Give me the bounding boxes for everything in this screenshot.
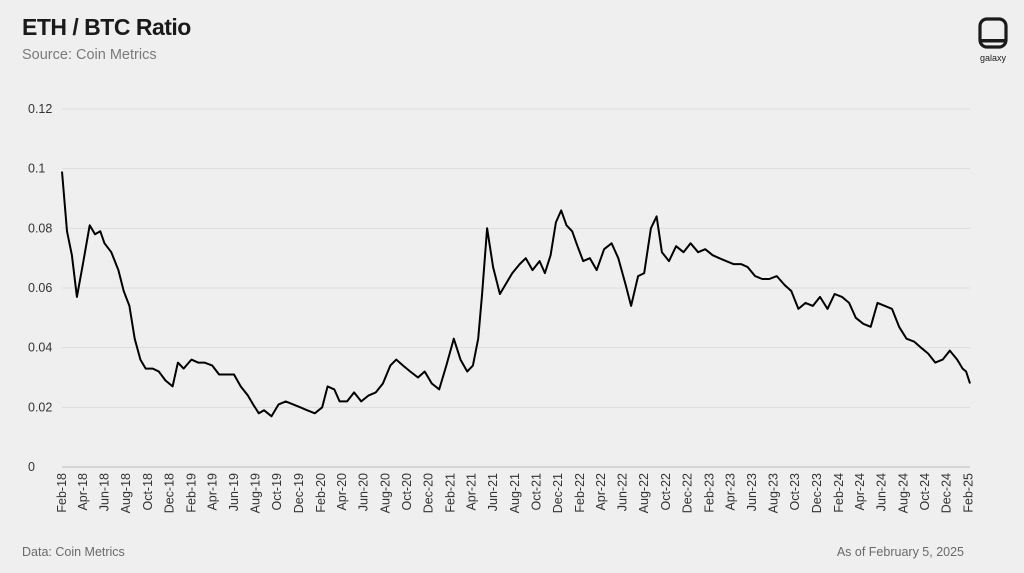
y-tick-label: 0.08: [28, 221, 52, 235]
x-tick-label: Jun-22: [616, 473, 630, 511]
logo-text: galaxy: [979, 53, 1006, 63]
x-tick-label: Dec-22: [680, 473, 694, 513]
chart-title: ETH / BTC Ratio: [22, 14, 191, 40]
x-tick-label: Dec-18: [162, 473, 176, 513]
x-tick-label: Dec-19: [292, 473, 306, 513]
x-tick-label: Aug-21: [508, 473, 522, 513]
x-tick-label: Feb-18: [55, 473, 69, 513]
x-tick-label: Feb-21: [444, 473, 458, 513]
galaxy-logo-icon: [978, 17, 1008, 49]
x-tick-label: Jun-20: [357, 473, 371, 511]
x-tick-label: Aug-24: [896, 473, 910, 513]
y-tick-label: 0.02: [28, 400, 52, 414]
x-tick-label: Apr-19: [205, 473, 219, 511]
galaxy-logo: galaxy: [974, 14, 1012, 66]
x-tick-label: Apr-20: [335, 473, 349, 511]
x-tick-label: Dec-23: [810, 473, 824, 513]
footer-data-source: Data: Coin Metrics: [22, 545, 125, 559]
series-line-eth-btc: [61, 171, 971, 418]
x-tick-label: Dec-24: [940, 473, 954, 513]
y-tick-label: 0.12: [28, 102, 52, 116]
x-tick-label: Apr-23: [723, 473, 737, 511]
x-tick-label: Oct-21: [529, 473, 543, 511]
grid-layer: [62, 108, 970, 468]
x-tick-label: Aug-22: [637, 473, 651, 513]
x-tick-label: Dec-20: [422, 473, 436, 513]
x-tick-label: Aug-19: [249, 473, 263, 513]
x-tick-label: Feb-23: [702, 473, 716, 513]
x-tick-label: Oct-18: [141, 473, 155, 511]
line-chart: 0 0.02 0.04 0.06 0.08 0.1 0.12 Feb-18 Apr-18 Jun…: [28, 102, 976, 513]
y-tick-label: 0.06: [28, 281, 52, 295]
x-tick-label: Jun-23: [745, 473, 759, 511]
x-tick-label: Feb-24: [832, 473, 846, 513]
chart-subtitle: Source: Coin Metrics: [22, 47, 157, 63]
x-tick-label: Apr-18: [76, 473, 90, 511]
x-tick-label: Jun-21: [486, 473, 500, 511]
x-tick-label: Apr-24: [853, 473, 867, 511]
x-tick-label: Jun-24: [875, 473, 889, 511]
y-tick-label: 0.1: [28, 162, 45, 176]
x-tick-label: Oct-23: [788, 473, 802, 511]
x-tick-label: Jun-19: [227, 473, 241, 511]
x-axis: Feb-18 Apr-18 Jun-18 Aug-18 Oct-18 Dec-18 Feb-…: [55, 473, 976, 513]
x-tick-label: Apr-22: [594, 473, 608, 511]
y-tick-label: 0.04: [28, 341, 52, 355]
x-tick-label: Jun-18: [98, 473, 112, 511]
x-tick-label: Aug-23: [767, 473, 781, 513]
x-tick-label: Oct-20: [400, 473, 414, 511]
x-tick-label: Oct-22: [659, 473, 673, 511]
x-tick-label: Feb-22: [573, 473, 587, 513]
x-tick-label: Dec-21: [551, 473, 565, 513]
x-tick-label: Aug-18: [119, 473, 133, 513]
x-tick-label: Oct-24: [918, 473, 932, 511]
x-tick-label: Feb-25: [962, 473, 976, 513]
y-axis: 0 0.02 0.04 0.06 0.08 0.1 0.12: [28, 102, 52, 474]
footer-as-of-date: As of February 5, 2025: [836, 545, 964, 559]
x-tick-label: Aug-20: [378, 473, 392, 513]
x-tick-label: Apr-21: [465, 473, 479, 511]
x-tick-label: Feb-19: [184, 473, 198, 513]
x-tick-label: Oct-19: [270, 473, 284, 511]
y-tick-label: 0: [28, 460, 35, 474]
x-tick-label: Feb-20: [314, 473, 328, 513]
